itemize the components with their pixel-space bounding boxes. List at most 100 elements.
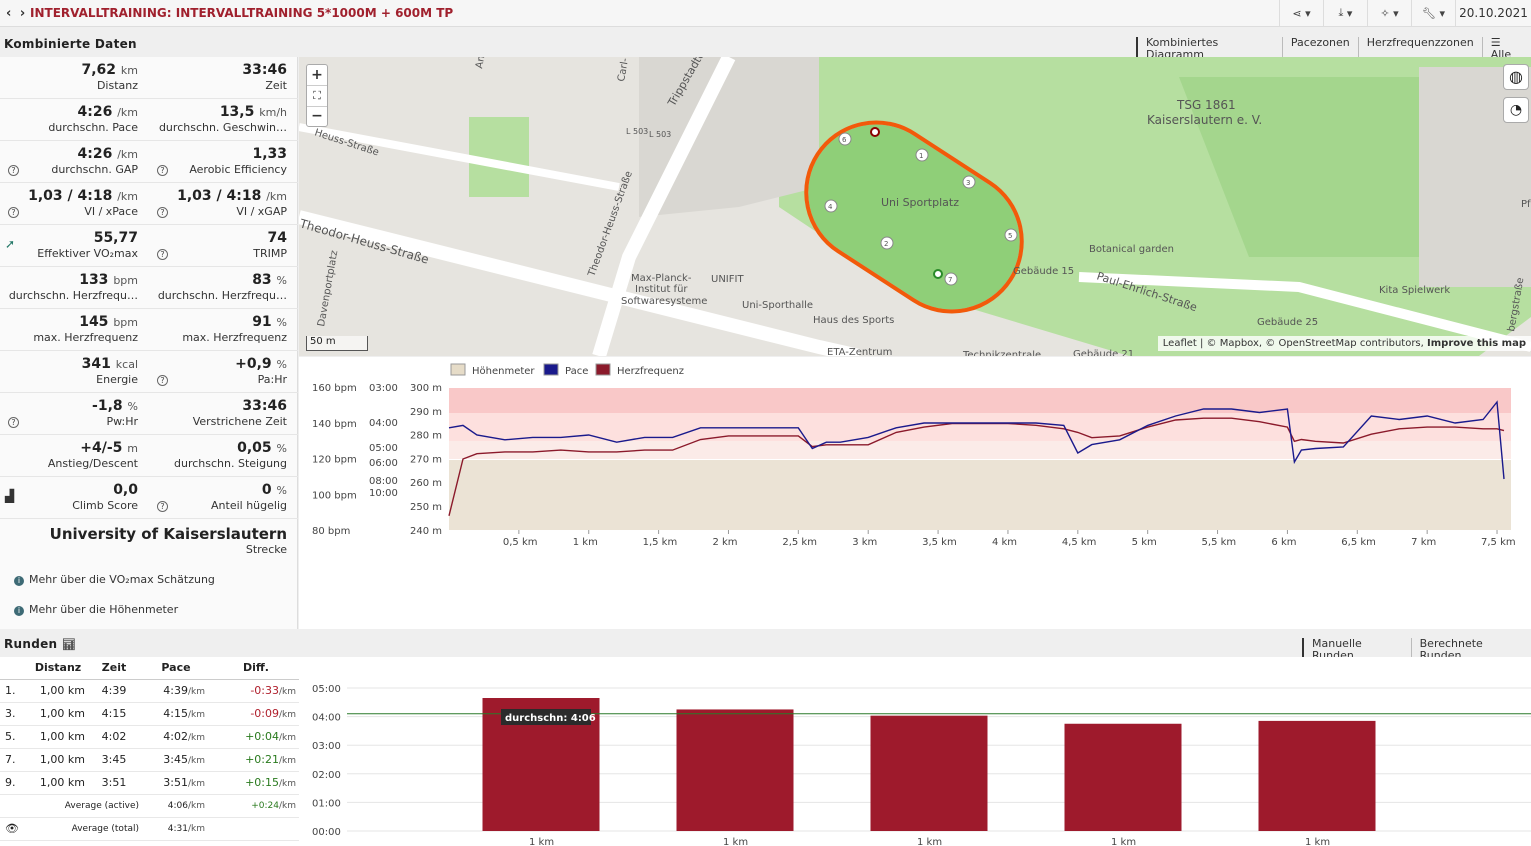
attribution-text[interactable]: Leaflet | © Mapbox, © OpenStreetMap cont…: [1162, 338, 1424, 349]
combined-chart[interactable]: Höhenmeter Pace Herzfrequenz 0,5 km 1 km 1,5 …: [299, 357, 1531, 629]
lap-marker[interactable]: 3: [962, 175, 976, 189]
eye-icon[interactable]: 👁︎: [0, 817, 27, 841]
stat-label: VI / xGAP: [236, 205, 287, 218]
lap-row[interactable]: 5. 1,00 km 4:02 4:02/km +0:04/km: [0, 725, 299, 749]
lap-row[interactable]: 9. 1,00 km 3:51 3:51/km +0:15/km: [0, 771, 299, 795]
finish-marker[interactable]: [870, 127, 880, 137]
col-pace[interactable]: Pace: [139, 657, 213, 680]
help-icon[interactable]: ?: [8, 207, 19, 218]
lap-marker-label: 2: [884, 240, 888, 248]
activity-date: 20.10.2021: [1455, 0, 1531, 27]
col-diff[interactable]: Diff.: [213, 657, 299, 680]
improve-map-link[interactable]: Improve this map: [1427, 338, 1526, 349]
x-tick-label: 4 km: [992, 537, 1017, 548]
lap-row[interactable]: 7. 1,00 km 3:45 3:45/km +0:21/km: [0, 748, 299, 772]
pace-series-line[interactable]: [448, 400, 1505, 480]
help-icon[interactable]: ?: [157, 165, 168, 176]
route-name[interactable]: University of Kaiserslautern: [49, 525, 287, 543]
download-button[interactable]: ⤓ ▾: [1323, 0, 1367, 27]
elev-tick-label: 240 m: [410, 526, 442, 537]
help-icon[interactable]: ?: [157, 249, 168, 260]
help-icon[interactable]: ?: [157, 375, 168, 386]
help-icon[interactable]: ?: [8, 165, 19, 176]
lap-bar[interactable]: [1064, 723, 1182, 831]
lap-bar[interactable]: [676, 709, 794, 831]
y-tick-label: 04:00: [312, 713, 341, 724]
x-tick-label: 1 km: [573, 537, 598, 548]
bar-category-label: 1 km: [1111, 837, 1136, 846]
road-trippstadter: [592, 57, 736, 356]
lap-number: 9.: [0, 771, 27, 795]
laps-bar-svg: 05:00 04:00 03:00 02:00 01:00 00:00 1 km 1 km 1 …: [312, 684, 1531, 846]
lap-marker[interactable]: 6: [838, 132, 852, 146]
magic-button[interactable]: ✧ ▾: [1367, 0, 1411, 27]
stat-cell: +0,9 % Pa:Hr?: [149, 351, 298, 393]
col-distance[interactable]: Distanz: [27, 657, 89, 680]
combined-data-title: Kombinierte Daten: [4, 37, 137, 51]
stat-label: Climb Score: [72, 499, 138, 512]
stat-cell: 4:26 /km durchschn. GAP?: [0, 141, 149, 183]
tsg-field: [1179, 77, 1489, 257]
map[interactable]: 1 2 3 4 5 6 7 Trippstadter L 503 L 503 Theodor-Heu…: [299, 57, 1531, 356]
legend-swatch[interactable]: [543, 363, 559, 376]
laps-title: Runden 📊︎: [4, 637, 77, 651]
lap-diff: +0:04/km: [213, 725, 299, 749]
gauge-icon: ◔: [1509, 102, 1523, 118]
zoom-out-button[interactable]: −: [311, 108, 323, 124]
map-label: Max-Planck-: [631, 273, 692, 284]
avg-active-diff: +0:24/km: [213, 794, 299, 818]
lap-marker[interactable]: 5: [1004, 228, 1018, 242]
legend-swatch[interactable]: [595, 363, 611, 376]
lap-row[interactable]: 3. 1,00 km 4:15 4:15/km -0:09/km: [0, 702, 299, 726]
info-link[interactable]: i Mehr über die Höhenmeter: [14, 603, 178, 616]
bar-category-label: 1 km: [1305, 837, 1330, 846]
stat-label: VI / xPace: [84, 205, 138, 218]
tab-hr-zones[interactable]: Herzfrequenzzonen: [1357, 37, 1482, 61]
stat-value: 145 bpm: [79, 314, 138, 330]
stat-row: 341 kcal Energie +0,9 % Pa:Hr?: [0, 351, 298, 393]
stat-row: 7,62 km Distanz 33:46 Zeit: [0, 57, 298, 99]
stat-cell: 83 % durchschn. Herzfrequ…: [149, 267, 298, 309]
lap-row[interactable]: 1. 1,00 km 4:39 4:39/km -0:33/km: [0, 679, 299, 703]
lap-bar[interactable]: [1258, 720, 1376, 831]
lap-time: 4:39: [89, 679, 139, 703]
laps-bar-chart[interactable]: 05:00 04:00 03:00 02:00 01:00 00:00 1 km 1 km 1 …: [299, 657, 1531, 846]
fullscreen-button[interactable]: ⛶: [307, 86, 327, 107]
lap-bar[interactable]: [870, 715, 988, 831]
lap-marker[interactable]: 4: [824, 199, 838, 213]
stat-cell: 0,0 Climb Score: [0, 477, 149, 519]
wrench-button[interactable]: 🔧︎ ▾: [1411, 0, 1455, 27]
climb-chart-icon[interactable]: ▟: [5, 489, 15, 503]
lap-marker-label: 1: [919, 152, 923, 160]
help-icon[interactable]: ?: [157, 501, 168, 512]
prev-next-nav[interactable]: ‹ ›: [6, 5, 28, 21]
stat-label: TRIMP: [253, 247, 287, 260]
share-button[interactable]: ⋖ ▾: [1279, 0, 1323, 27]
start-marker[interactable]: [933, 269, 943, 279]
lap-diff: +0:15/km: [213, 771, 299, 795]
lap-time: 3:45: [89, 748, 139, 772]
stat-cell: 145 bpm max. Herzfrequenz: [0, 309, 149, 351]
help-icon[interactable]: ?: [157, 207, 168, 218]
legend-swatch[interactable]: [450, 363, 466, 376]
lap-marker[interactable]: 2: [880, 236, 894, 250]
lap-distance: 1,00 km: [27, 679, 89, 703]
elev-tick-label: 260 m: [410, 478, 442, 489]
layers-button[interactable]: ◍: [1503, 64, 1529, 90]
map-label: Gebäude 15: [1013, 266, 1074, 277]
speed-overlay-button[interactable]: ◔: [1503, 97, 1529, 123]
info-link[interactable]: i Mehr über die VO₂max Schätzung: [14, 573, 215, 586]
lap-marker[interactable]: 7: [944, 272, 958, 286]
x-tick-label: 7,5 km: [1481, 537, 1516, 548]
map-label: Kaiserslautern e. V.: [1147, 113, 1262, 127]
tab-pace-zones[interactable]: Pacezonen: [1281, 37, 1358, 61]
stat-value: 4:26 /km: [77, 146, 139, 162]
help-icon[interactable]: ?: [8, 417, 19, 428]
col-time[interactable]: Zeit: [89, 657, 139, 680]
zoom-in-button[interactable]: +: [307, 65, 327, 86]
chart-icon[interactable]: 📊︎: [61, 638, 77, 651]
pace-tick-label: 05:00: [369, 443, 398, 454]
lap-marker[interactable]: 1: [915, 148, 929, 162]
stat-value: 1,33: [252, 146, 287, 162]
